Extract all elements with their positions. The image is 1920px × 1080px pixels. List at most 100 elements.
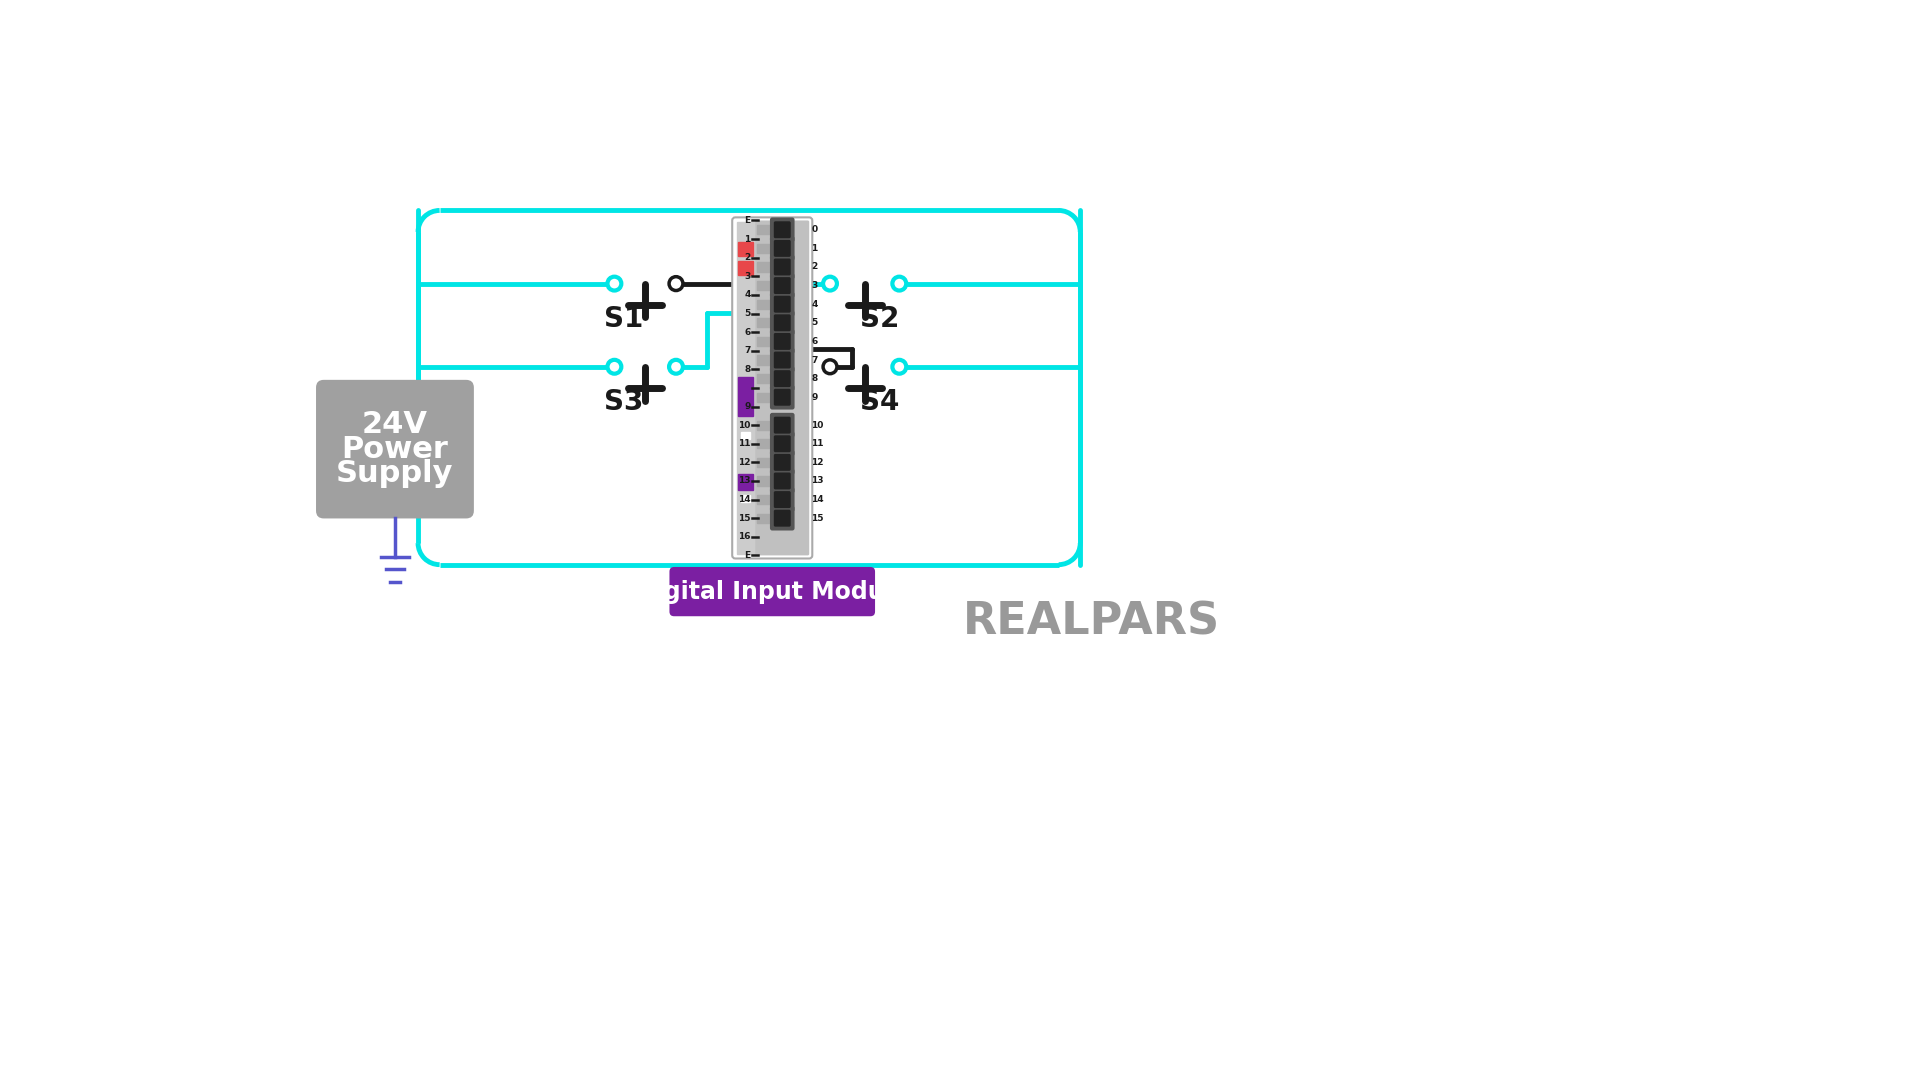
Text: 1: 1 bbox=[812, 244, 818, 253]
Text: 3: 3 bbox=[745, 272, 751, 281]
Bar bbox=[756, 393, 772, 402]
Circle shape bbox=[824, 276, 837, 291]
FancyBboxPatch shape bbox=[774, 296, 791, 313]
Text: 9: 9 bbox=[745, 402, 751, 411]
Circle shape bbox=[893, 276, 906, 291]
Circle shape bbox=[824, 360, 837, 374]
FancyBboxPatch shape bbox=[770, 431, 795, 456]
Bar bbox=[756, 374, 772, 383]
Bar bbox=[756, 262, 772, 271]
Text: S3: S3 bbox=[605, 389, 643, 416]
Text: REALPARS: REALPARS bbox=[964, 600, 1221, 644]
Bar bbox=[741, 496, 751, 502]
Circle shape bbox=[893, 360, 906, 374]
FancyBboxPatch shape bbox=[770, 237, 795, 260]
FancyBboxPatch shape bbox=[774, 417, 791, 434]
Bar bbox=[737, 377, 753, 416]
Text: 11: 11 bbox=[737, 440, 751, 448]
FancyBboxPatch shape bbox=[770, 217, 795, 242]
FancyBboxPatch shape bbox=[670, 567, 876, 617]
Bar bbox=[756, 225, 772, 234]
FancyBboxPatch shape bbox=[774, 473, 791, 489]
Text: 9: 9 bbox=[812, 393, 818, 402]
Text: 7: 7 bbox=[812, 355, 818, 365]
FancyBboxPatch shape bbox=[770, 310, 795, 335]
FancyBboxPatch shape bbox=[770, 487, 795, 512]
Bar bbox=[737, 222, 758, 554]
Text: 6: 6 bbox=[812, 337, 818, 346]
Circle shape bbox=[607, 276, 622, 291]
FancyBboxPatch shape bbox=[770, 384, 795, 409]
Circle shape bbox=[607, 360, 622, 374]
Text: Supply: Supply bbox=[336, 459, 453, 488]
Text: 14: 14 bbox=[812, 495, 824, 504]
Text: 24V: 24V bbox=[363, 410, 428, 438]
Text: 15: 15 bbox=[737, 514, 751, 523]
Text: S1: S1 bbox=[605, 306, 643, 333]
Bar bbox=[756, 337, 772, 346]
FancyBboxPatch shape bbox=[770, 255, 795, 280]
FancyBboxPatch shape bbox=[770, 348, 795, 373]
FancyBboxPatch shape bbox=[732, 217, 812, 558]
Bar bbox=[756, 440, 772, 448]
FancyBboxPatch shape bbox=[774, 454, 791, 471]
Bar bbox=[756, 514, 772, 523]
FancyBboxPatch shape bbox=[770, 273, 795, 298]
Text: 13: 13 bbox=[812, 476, 824, 486]
FancyBboxPatch shape bbox=[774, 221, 791, 239]
FancyBboxPatch shape bbox=[770, 450, 795, 475]
FancyBboxPatch shape bbox=[770, 469, 795, 494]
Text: 6: 6 bbox=[745, 327, 751, 337]
Text: 0: 0 bbox=[812, 226, 818, 234]
Text: 10: 10 bbox=[739, 420, 751, 430]
Bar bbox=[741, 432, 751, 438]
Bar bbox=[756, 458, 772, 467]
FancyBboxPatch shape bbox=[770, 413, 795, 437]
FancyBboxPatch shape bbox=[770, 366, 795, 391]
Text: 13: 13 bbox=[737, 476, 751, 486]
Bar bbox=[756, 476, 772, 486]
Bar bbox=[756, 244, 772, 253]
Text: Power: Power bbox=[342, 434, 449, 463]
Text: 4: 4 bbox=[745, 291, 751, 299]
Text: 8: 8 bbox=[745, 365, 751, 374]
Text: 5: 5 bbox=[812, 319, 818, 327]
Text: 12: 12 bbox=[737, 458, 751, 467]
Bar bbox=[756, 355, 772, 365]
FancyBboxPatch shape bbox=[770, 292, 795, 316]
FancyBboxPatch shape bbox=[774, 435, 791, 453]
Circle shape bbox=[668, 360, 684, 374]
Text: 14: 14 bbox=[737, 495, 751, 504]
Text: 12: 12 bbox=[812, 458, 824, 467]
Text: 2: 2 bbox=[812, 262, 818, 271]
Text: 2: 2 bbox=[745, 253, 751, 262]
FancyBboxPatch shape bbox=[774, 240, 791, 257]
Bar bbox=[737, 473, 753, 490]
Text: 4: 4 bbox=[812, 299, 818, 309]
FancyBboxPatch shape bbox=[774, 352, 791, 368]
Text: 10: 10 bbox=[812, 420, 824, 430]
FancyBboxPatch shape bbox=[317, 380, 474, 518]
FancyBboxPatch shape bbox=[774, 258, 791, 275]
FancyBboxPatch shape bbox=[755, 220, 808, 555]
Bar bbox=[737, 242, 753, 256]
Text: S4: S4 bbox=[860, 389, 900, 416]
Bar bbox=[756, 319, 772, 327]
Bar bbox=[756, 281, 772, 291]
FancyBboxPatch shape bbox=[770, 505, 795, 530]
Bar bbox=[756, 299, 772, 309]
Text: 5: 5 bbox=[745, 309, 751, 318]
Text: 15: 15 bbox=[812, 514, 824, 523]
Bar bbox=[737, 261, 753, 275]
FancyBboxPatch shape bbox=[774, 278, 791, 294]
Text: S2: S2 bbox=[860, 306, 900, 333]
Text: 11: 11 bbox=[812, 440, 824, 448]
Text: E: E bbox=[745, 216, 751, 225]
Bar bbox=[756, 420, 772, 430]
FancyBboxPatch shape bbox=[770, 329, 795, 354]
Text: E: E bbox=[745, 551, 751, 559]
Text: 3: 3 bbox=[812, 281, 818, 291]
Text: 7: 7 bbox=[745, 347, 751, 355]
Text: Digital Input Module: Digital Input Module bbox=[636, 580, 908, 604]
FancyBboxPatch shape bbox=[774, 314, 791, 332]
